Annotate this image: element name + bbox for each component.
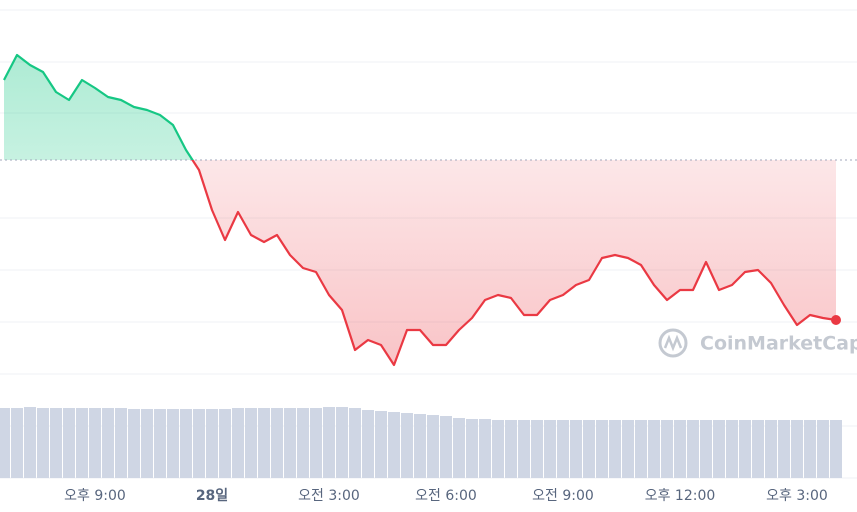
volume-bar <box>726 420 738 478</box>
volume-bar <box>76 408 88 478</box>
volume-bar <box>24 407 36 478</box>
x-tick-label: 오전 9:00 <box>532 488 594 504</box>
volume-bar <box>232 408 244 478</box>
x-tick-label: 오후 12:00 <box>645 488 716 504</box>
volume-bar <box>765 420 777 478</box>
volume-bar <box>687 420 699 478</box>
volume-bar <box>440 416 452 478</box>
volume-bar <box>206 409 218 478</box>
volume-bar <box>284 408 296 478</box>
volume-bar <box>154 409 166 478</box>
volume-bar <box>739 420 751 478</box>
volume-bar <box>479 419 491 478</box>
volume-bar <box>258 408 270 478</box>
volume-bar <box>11 408 23 478</box>
volume-bar <box>102 408 114 478</box>
volume-bar <box>583 420 595 478</box>
volume-bar <box>648 420 660 478</box>
volume-bar <box>37 408 49 478</box>
volume-bar <box>466 419 478 478</box>
volume-bar <box>817 420 829 478</box>
volume-bar <box>362 410 374 478</box>
volume-bar <box>63 408 75 478</box>
volume-bar <box>622 420 634 478</box>
watermark-text: CoinMarketCap <box>700 333 857 355</box>
volume-bar <box>375 411 387 478</box>
volume-bar <box>752 420 764 478</box>
volume-bar <box>453 418 465 478</box>
volume-bar <box>570 420 582 478</box>
x-tick-label: 오후 9:00 <box>64 488 126 504</box>
volume-bar <box>661 420 673 478</box>
x-tick-label: 28일 <box>196 488 228 504</box>
volume-bar <box>141 409 153 478</box>
last-point <box>831 315 841 325</box>
volume-bar <box>830 420 842 478</box>
volume-bar <box>635 420 647 478</box>
volume-bar <box>193 409 205 478</box>
volume-bar <box>115 408 127 478</box>
volume-bar <box>388 412 400 478</box>
volume-bar <box>531 420 543 478</box>
volume-bar <box>128 409 140 478</box>
volume-bar <box>336 407 348 478</box>
volume-bar <box>271 408 283 478</box>
volume-bar <box>50 408 62 478</box>
volume-bar <box>310 408 322 478</box>
volume-bar <box>609 420 621 478</box>
volume-bar <box>427 415 439 478</box>
volume-bar <box>219 409 231 478</box>
volume-bar <box>505 420 517 478</box>
area-down <box>4 160 836 365</box>
volume-bar <box>791 420 803 478</box>
volume-bar <box>492 420 504 478</box>
volume-bar <box>557 420 569 478</box>
volume-bar <box>89 408 101 478</box>
area-up <box>4 55 836 160</box>
volume-bar <box>804 420 816 478</box>
volume-bar <box>596 420 608 478</box>
watermark: CoinMarketCap <box>658 328 857 358</box>
volume-bar <box>401 413 413 478</box>
x-tick-label: 오후 3:00 <box>766 488 828 504</box>
volume-bar <box>414 414 426 478</box>
volume-bar <box>245 408 257 478</box>
volume-bar <box>778 420 790 478</box>
x-tick-label: 오전 3:00 <box>298 488 360 504</box>
volume-bar <box>297 408 309 478</box>
volume-bar <box>713 420 725 478</box>
volume-bar <box>180 409 192 478</box>
volume-bar <box>544 420 556 478</box>
x-tick-label: 오전 6:00 <box>415 488 477 504</box>
price-line <box>3 53 837 367</box>
volume-bar <box>0 408 10 478</box>
volume-bar <box>518 420 530 478</box>
volume-bar <box>323 407 335 478</box>
volume-bar <box>674 420 686 478</box>
volume-bar <box>349 408 361 478</box>
volume-bar <box>700 420 712 478</box>
volume-bar <box>167 409 179 478</box>
